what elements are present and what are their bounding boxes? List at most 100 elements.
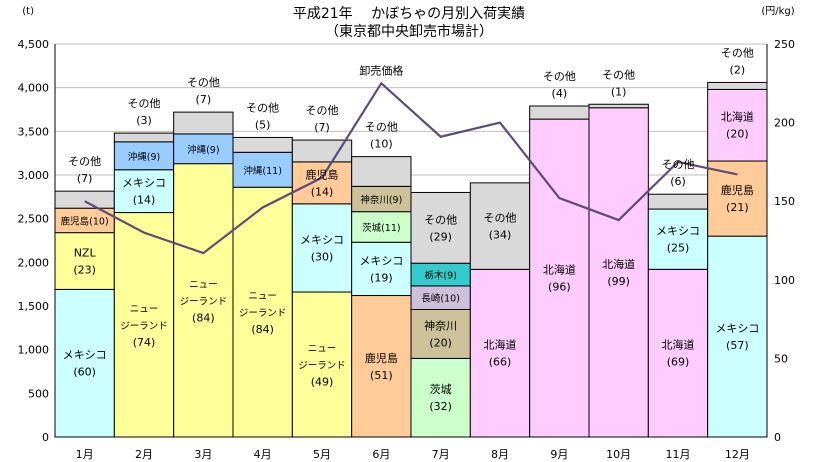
- left-axis-unit: (t): [22, 6, 34, 17]
- bar-segment: [54, 190, 115, 209]
- x-tick-label: 5月: [313, 448, 331, 461]
- segment-label: (20): [429, 336, 452, 349]
- segment-label: (49): [311, 376, 334, 389]
- x-tick-label: 9月: [550, 448, 568, 461]
- segment-label: ジーランド: [180, 296, 228, 307]
- bars: [54, 81, 768, 438]
- bar-segment: [647, 268, 709, 438]
- segment-label: (69): [667, 356, 690, 369]
- x-tick-label: 6月: [372, 448, 390, 461]
- segment-label: メキシコ: [63, 349, 107, 362]
- top-label-name: その他: [543, 70, 576, 83]
- top-label-share: (7): [196, 93, 212, 106]
- bar-segment: [291, 203, 353, 293]
- segment-label: メキシコ: [656, 225, 700, 238]
- segment-label: (84): [192, 311, 215, 324]
- right-axis-unit: (円/kg): [761, 6, 794, 17]
- y-tick-label: 1,500: [18, 300, 50, 313]
- segment-label: 北海道: [484, 338, 517, 352]
- y-tick-label: 2,000: [18, 256, 50, 269]
- top-label-name: その他: [662, 158, 695, 171]
- segment-label: 鹿児島: [306, 167, 339, 181]
- x-tick-label: 4月: [254, 448, 272, 461]
- top-label-share: (2): [730, 63, 746, 76]
- x-tick-label: 1月: [76, 448, 94, 461]
- segment-label: ニュー: [308, 344, 337, 355]
- bar-segment: [647, 208, 709, 270]
- segment-label: (30): [311, 250, 334, 263]
- bar-segment: [529, 118, 590, 438]
- bar-segment: [351, 241, 412, 297]
- bar-segment: [54, 288, 115, 438]
- segment-label: NZL: [74, 247, 97, 260]
- x-tick-label: 2月: [135, 448, 153, 461]
- price-series-line: [84, 81, 738, 255]
- bar-segment: [410, 308, 471, 359]
- segment-label: (20): [726, 128, 749, 141]
- y-tick-label: 4,000: [18, 82, 50, 95]
- segment-label: 茨城: [430, 382, 452, 396]
- segment-label: ジーランド: [298, 361, 346, 372]
- segment-label: (96): [548, 281, 571, 294]
- bar-segment: [707, 81, 768, 90]
- top-label-share: (5): [255, 118, 271, 131]
- segment-label: 茨城(11): [362, 222, 401, 234]
- x-tick-label: 3月: [194, 448, 212, 461]
- price-series-label: 卸売価格: [359, 63, 403, 77]
- bar-segment: [232, 136, 293, 153]
- x-tick-label: 12月: [725, 448, 750, 461]
- segment-label: 北海道: [662, 338, 695, 352]
- segment-label: 沖縄(9): [187, 144, 219, 156]
- top-label-name: その他: [365, 121, 398, 134]
- segment-label: 鹿児島: [365, 351, 398, 365]
- top-label-share: (1): [611, 85, 627, 98]
- x-tick-label: 7月: [432, 448, 450, 461]
- top-label-name: その他: [721, 46, 754, 59]
- bar-segment: [707, 235, 768, 438]
- top-label-name: その他: [246, 101, 279, 114]
- x-tick-label: 10月: [606, 448, 631, 461]
- segment-label: メキシコ: [300, 233, 344, 246]
- segment-label: メキシコ: [122, 177, 166, 190]
- segment-label: 鹿児島(10): [61, 215, 109, 227]
- segment-label: (21): [726, 201, 749, 214]
- segment-label: (57): [726, 339, 749, 352]
- segment-label: 沖縄(11): [243, 165, 282, 177]
- bar-segment: [173, 111, 234, 135]
- segment-label: 北海道: [543, 263, 576, 277]
- y2-tick-label: 50: [774, 352, 788, 365]
- bar-segment: [291, 161, 353, 205]
- x-tick-label: 8月: [491, 448, 509, 461]
- bar-segment: [410, 357, 471, 438]
- y2-tick-label: 250: [774, 38, 795, 51]
- segment-label: 長崎(10): [421, 293, 460, 305]
- segment-label: (32): [429, 400, 452, 413]
- chart-subtitle: （東京都中央卸売市場計）: [325, 23, 493, 40]
- segment-label: 北海道: [602, 257, 635, 271]
- segment-label: (34): [489, 229, 512, 242]
- segment-label: メキシコ: [715, 322, 759, 335]
- segment-label: (25): [667, 242, 690, 255]
- top-label-name: その他: [68, 155, 101, 168]
- bar-segment: [410, 191, 471, 264]
- segment-label: 神奈川: [424, 318, 457, 332]
- segment-label: 栃木(9): [424, 270, 456, 282]
- y-tick-label: 3,000: [18, 169, 50, 182]
- bar-segment: [529, 105, 590, 120]
- bar-segment: [113, 132, 175, 143]
- bar-segment: [647, 193, 709, 210]
- bar-segment: [469, 268, 531, 438]
- segment-label: (99): [607, 275, 630, 288]
- bar-segment: [351, 295, 412, 438]
- segment-label: メキシコ: [359, 254, 403, 267]
- top-label-name: その他: [602, 68, 635, 81]
- y-tick-label: 4,500: [18, 38, 50, 51]
- bar-segment: [707, 88, 768, 162]
- y-tick-label: 500: [28, 387, 49, 400]
- bar-segment: [291, 291, 353, 438]
- segment-label: 神奈川(9): [360, 194, 402, 206]
- segment-label: (29): [429, 230, 452, 243]
- y-tick-label: 2,500: [18, 213, 50, 226]
- x-tick-label: 11月: [666, 448, 691, 461]
